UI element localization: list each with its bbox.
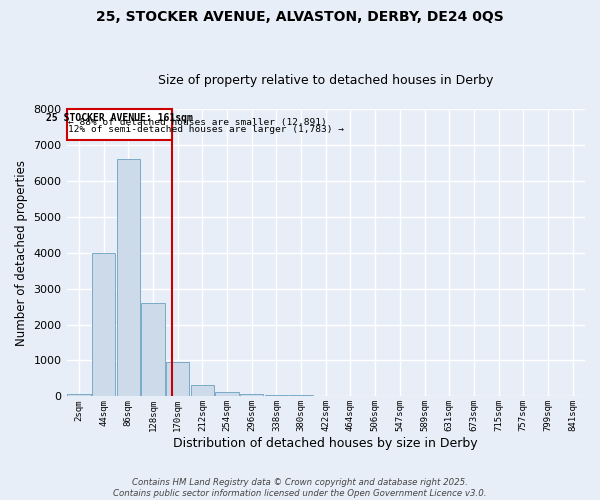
Bar xyxy=(67,394,91,396)
X-axis label: Distribution of detached houses by size in Derby: Distribution of detached houses by size … xyxy=(173,437,478,450)
Bar xyxy=(240,394,263,396)
Bar xyxy=(215,392,239,396)
Bar xyxy=(191,384,214,396)
Title: Size of property relative to detached houses in Derby: Size of property relative to detached ho… xyxy=(158,74,493,87)
Text: Contains HM Land Registry data © Crown copyright and database right 2025.
Contai: Contains HM Land Registry data © Crown c… xyxy=(113,478,487,498)
Y-axis label: Number of detached properties: Number of detached properties xyxy=(15,160,28,346)
Bar xyxy=(116,160,140,396)
Text: 25, STOCKER AVENUE, ALVASTON, DERBY, DE24 0QS: 25, STOCKER AVENUE, ALVASTON, DERBY, DE2… xyxy=(96,10,504,24)
Text: 12% of semi-detached houses are larger (1,783) →: 12% of semi-detached houses are larger (… xyxy=(68,125,344,134)
Bar xyxy=(141,303,164,396)
Bar xyxy=(289,394,313,396)
Bar xyxy=(166,362,190,396)
Text: ← 88% of detached houses are smaller (12,891): ← 88% of detached houses are smaller (12… xyxy=(68,118,326,127)
Bar xyxy=(92,252,115,396)
FancyBboxPatch shape xyxy=(67,109,172,140)
Bar xyxy=(265,394,288,396)
Text: 25 STOCKER AVENUE: 161sqm: 25 STOCKER AVENUE: 161sqm xyxy=(46,112,193,122)
